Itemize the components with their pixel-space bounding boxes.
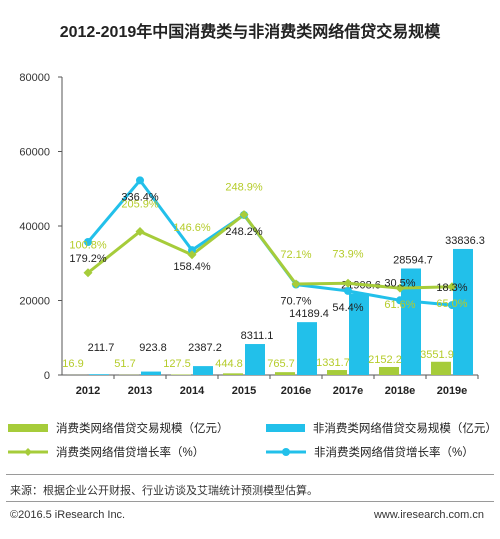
x-tick-label: 2019e (437, 385, 468, 397)
non-consumer-bar-label: 8311.1 (241, 330, 274, 342)
consumer-rate-point (187, 250, 197, 260)
consumer-bars (67, 361, 451, 375)
consumer-rate-label: 248.9% (225, 182, 263, 194)
legend-swatch-green-bar (8, 424, 48, 432)
non-consumer-bars (89, 248, 473, 375)
consumer-bar (379, 366, 399, 375)
x-tick-label: 2017e (333, 385, 364, 397)
y-tick-label: 0 (44, 370, 50, 382)
consumer-rate-label: 72.1% (280, 249, 311, 261)
non-consumer-rate-label: 18.3% (436, 282, 467, 294)
x-tick-label: 2014 (180, 385, 205, 397)
source-note: 来源：根据企业公开财报、行业访谈及艾瑞统计预测模型估算。 (10, 485, 318, 497)
x-axis: 2012 2013 2014 2015 2016e 2017e 2018e 2019e (62, 374, 479, 397)
growth-rate-lines (83, 176, 457, 310)
non-consumer-bar (193, 366, 213, 375)
legend-swatch-blue-bar (266, 424, 305, 432)
non-consumer-bar-label: 211.7 (88, 342, 115, 354)
y-tick-label: 80000 (19, 72, 50, 84)
consumer-rate-point (83, 268, 93, 278)
consumer-rate-line (87, 212, 453, 290)
consumer-rate-label: 146.6% (173, 222, 211, 234)
non-consumer-bar-label: 923.8 (139, 342, 167, 354)
consumer-rate-label: 73.9% (332, 248, 363, 260)
non-consumer-rate-point (188, 246, 196, 255)
consumer-rate-point (343, 278, 353, 288)
non-consumer-rate-label: 336.4% (121, 191, 159, 203)
website-url: www.iresearch.com.cn (373, 509, 484, 521)
non-consumer-rate-label: 54.4% (332, 302, 363, 314)
consumer-rate-label: 61.6% (384, 299, 415, 311)
non-consumer-bar (89, 374, 109, 375)
consumer-rate-point (291, 279, 301, 289)
consumer-bar-label: 444.8 (215, 358, 243, 370)
legend-item-consumer-rate: 消费类网络借贷增长率（%） (8, 444, 204, 460)
footer-divider-bottom (6, 501, 494, 502)
legend-swatch-blue-line (266, 448, 306, 456)
legend-item-nonconsumer-rate: 非消费类网络借贷增长率（%） (266, 444, 474, 460)
consumer-bar-label: 3551.9 (420, 349, 454, 361)
consumer-bar (327, 370, 347, 375)
non-consumer-rate-label: 30.5% (384, 277, 415, 289)
non-consumer-rate-label: 158.4% (173, 261, 211, 273)
non-consumer-rate-point (448, 301, 456, 310)
non-consumer-bar-label: 2387.2 (188, 342, 222, 354)
non-consumer-rate-point (136, 176, 144, 185)
chart-title: 2012-2019年中国消费类与非消费类网络借贷交易规模 (59, 24, 441, 41)
x-tick-label: 2015 (232, 385, 256, 397)
consumer-rate-label: 100.8% (69, 240, 107, 252)
non-consumer-bar-label: 14189.4 (289, 308, 329, 320)
x-tick-label: 2012 (76, 385, 100, 397)
legend-item-nonconsumer-volume: 非消费类网络借贷交易规模（亿元） (266, 420, 497, 436)
non-consumer-rate-label: 248.2% (225, 226, 263, 238)
growth-rate-labels: 100.8% 205.9% 146.6% 248.9% 72.1% 73.9% 61.6% 6… (69, 182, 467, 314)
footer-divider-top (6, 474, 494, 475)
consumer-bar (275, 372, 295, 375)
consumer-bar-label: 51.7 (114, 358, 135, 370)
non-consumer-bar (245, 344, 265, 375)
non-consumer-rate-point (344, 286, 352, 295)
non-consumer-rate-point (84, 237, 92, 246)
non-consumer-rate-point (396, 296, 404, 305)
consumer-bar-label: 127.5 (163, 358, 191, 370)
y-tick-label: 60000 (19, 147, 50, 159)
non-consumer-rate-label: 179.2% (69, 253, 107, 265)
non-consumer-bar-label: 33836.3 (445, 235, 485, 247)
legend: 消费类网络借贷交易规模（亿元） 非消费类网络借贷交易规模（亿元） 消费类网络借贷… (8, 416, 497, 464)
non-consumer-bar-label: 28594.7 (393, 254, 433, 266)
consumer-bar-label: 1331.7 (316, 357, 350, 369)
bar-value-labels: 16.9 211.7 51.7 923.8 127.5 2387.2 444.8 8311.1… (62, 235, 485, 370)
consumer-rate-point (447, 282, 457, 292)
legend-item-consumer-volume: 消费类网络借贷交易规模（亿元） (8, 420, 229, 436)
consumer-rate-label: 205.9% (121, 199, 159, 211)
non-consumer-bar (401, 268, 421, 375)
copyright: ©2016.5 iResearch Inc. (10, 509, 126, 521)
consumer-bar-label: 2152.2 (368, 354, 402, 366)
non-consumer-bar (297, 322, 317, 375)
non-consumer-bar (141, 371, 161, 375)
consumer-rate-point (239, 210, 249, 220)
x-tick-label: 2016e (281, 385, 312, 397)
legend-label: 非消费类网络借贷增长率（%） (314, 447, 474, 459)
x-tick-label: 2018e (385, 385, 416, 397)
legend-swatch-green-line (8, 448, 48, 456)
y-tick-label: 20000 (19, 296, 50, 308)
x-tick-label: 2013 (128, 385, 152, 397)
y-tick-label: 40000 (19, 221, 50, 233)
consumer-rate-point (135, 227, 145, 237)
consumer-rate-point (395, 283, 405, 293)
consumer-rate-label: 65.0% (436, 298, 467, 310)
legend-label: 消费类网络借贷增长率（%） (56, 447, 205, 459)
y-axis: 0 20000 40000 60000 80000 (19, 72, 63, 382)
consumer-bar (223, 373, 243, 375)
non-consumer-bar (453, 248, 473, 375)
non-consumer-rate-label: 70.7% (280, 296, 311, 308)
consumer-bar-label: 16.9 (62, 358, 83, 370)
consumer-bar-label: 765.7 (267, 358, 295, 370)
legend-label: 消费类网络借贷交易规模（亿元） (56, 423, 229, 435)
legend-label: 非消费类网络借贷交易规模（亿元） (312, 423, 497, 435)
consumer-bar (431, 361, 451, 375)
non-consumer-bar (349, 293, 369, 375)
